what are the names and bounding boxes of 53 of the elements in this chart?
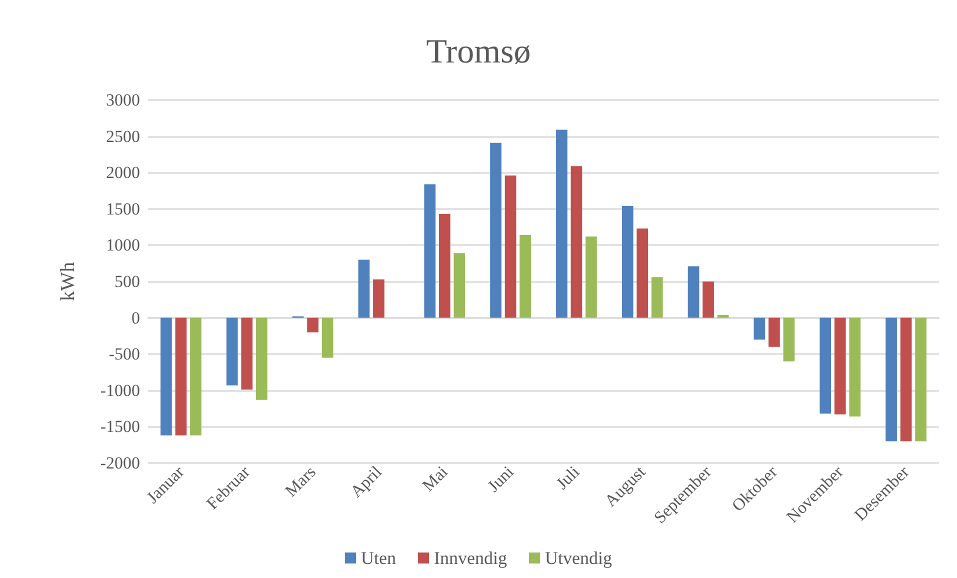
bar [586,236,597,318]
bar [307,318,318,332]
bar [651,277,663,318]
bar [322,318,334,358]
bar [358,260,370,318]
bar [783,318,795,362]
bar [504,176,516,318]
bar [915,318,926,442]
bar [636,228,648,318]
bar [849,318,861,417]
bar [454,253,466,318]
bar [886,318,897,442]
bar [424,184,436,318]
y-tick-label: 1500 [106,199,140,218]
bar [768,318,780,347]
x-tick-label: Juni [484,462,518,496]
y-axis-title: kWh [57,262,79,301]
bar [717,314,729,318]
y-tick-label: 2500 [106,126,140,146]
bar [622,206,634,318]
x-tick-label: Juli [552,462,584,494]
bar [490,142,502,318]
bar [160,318,172,436]
bar [175,318,187,436]
y-tick-label: 2000 [106,163,140,182]
bar [520,235,531,318]
bar [256,318,268,400]
y-tick-label: 0 [132,308,140,328]
bar [226,318,238,386]
y-tick-label: -500 [108,344,140,364]
y-tick-label: 500 [114,272,140,291]
bar [900,318,912,442]
legend-label: Uten [361,548,396,568]
x-tick-label: Mai [418,462,452,496]
bar [702,282,714,318]
y-tick-label: 1000 [106,236,140,255]
bar [190,318,202,436]
y-tick-label: -1500 [100,417,140,436]
bar [570,166,582,318]
legend-label: Innvendig [434,548,507,568]
bar [438,214,450,318]
bar [556,130,568,318]
y-tick-label: -2000 [100,454,140,472]
bar [373,279,384,318]
bar [688,266,700,318]
y-tick-label: -1000 [100,380,140,400]
bar [754,318,766,340]
bar [834,318,846,414]
bar [241,318,253,390]
y-tick-label: 3000 [106,90,140,110]
legend-label: Utvendig [544,548,612,568]
chart-title: Tromsø [426,34,531,70]
bar [820,318,832,414]
